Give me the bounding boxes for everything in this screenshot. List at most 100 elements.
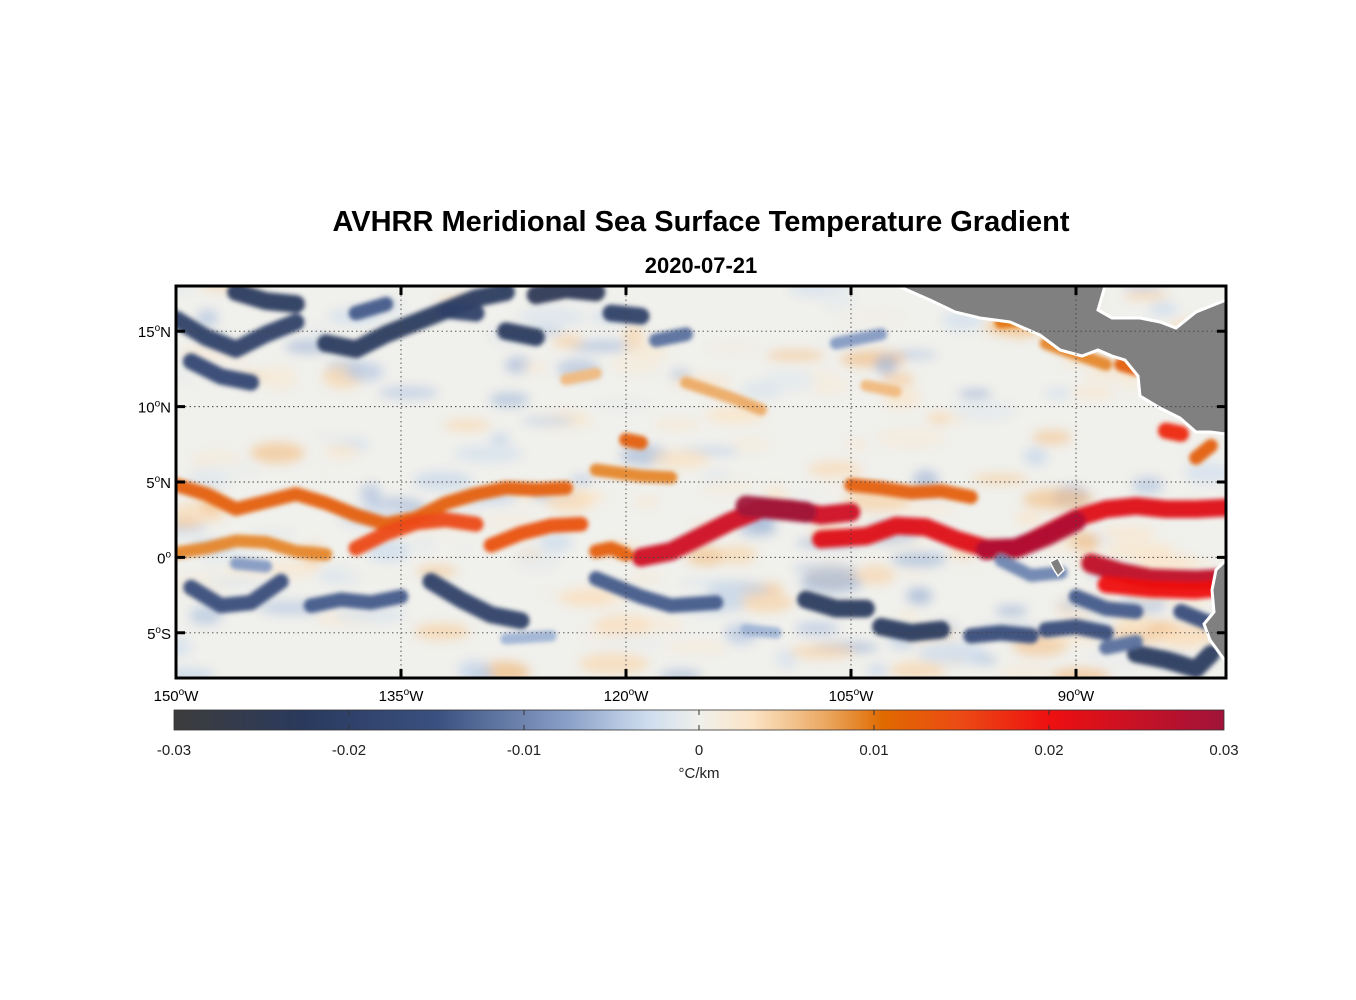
negative-gradient-band bbox=[740, 624, 782, 639]
positive-gradient-band bbox=[860, 379, 902, 398]
texture-patch bbox=[958, 389, 992, 399]
colorbar-tick-label: -0.03 bbox=[157, 742, 191, 759]
texture-patch bbox=[521, 416, 575, 427]
positive-gradient-band bbox=[176, 534, 333, 561]
negative-gradient-band bbox=[229, 557, 273, 573]
texture-patch bbox=[313, 431, 348, 443]
texture-patch bbox=[518, 307, 585, 327]
texture-patch bbox=[701, 479, 755, 496]
lon-tick-label: 120oW bbox=[604, 687, 650, 705]
texture-patch bbox=[552, 334, 584, 349]
texture-patch bbox=[454, 445, 523, 463]
texture-patch bbox=[176, 668, 215, 678]
lon-tick-label: 105oW bbox=[829, 687, 875, 705]
texture-patch bbox=[378, 386, 439, 400]
texture-patch bbox=[917, 641, 988, 665]
positive-gradient-band bbox=[975, 511, 1087, 560]
colorbar-ticks: -0.03 -0.02 -0.01 0 0.01 0.02 0.03 bbox=[157, 710, 1239, 759]
land-mass bbox=[897, 286, 1226, 665]
texture-patch bbox=[807, 461, 866, 478]
texture-patch bbox=[416, 565, 457, 578]
positive-gradient-band bbox=[619, 432, 648, 450]
texture-patch bbox=[1072, 384, 1115, 400]
negative-gradient-band bbox=[500, 630, 557, 645]
negative-gradient-band bbox=[797, 590, 875, 618]
texture-patch bbox=[906, 587, 933, 605]
lon-tick-label: 90oW bbox=[1058, 687, 1095, 705]
texture-patch bbox=[521, 360, 547, 374]
negative-gradient-band bbox=[437, 301, 485, 322]
positive-gradient-band bbox=[680, 376, 767, 416]
texture-patch bbox=[579, 652, 649, 675]
texture-patch bbox=[949, 400, 1017, 422]
negative-gradient-band bbox=[497, 322, 545, 347]
texture-patch bbox=[262, 366, 297, 390]
negative-gradient-band bbox=[963, 625, 1039, 644]
positive-gradient-band bbox=[483, 516, 589, 553]
texture-patch bbox=[792, 563, 859, 575]
texture-patch bbox=[891, 551, 948, 568]
texture-patch bbox=[972, 474, 1028, 484]
texture-patch bbox=[665, 642, 730, 653]
colorbar: -0.03 -0.02 -0.01 0 0.01 0.02 0.03 °C/km bbox=[157, 709, 1239, 782]
negative-gradient-band bbox=[994, 553, 1068, 582]
texture-patch bbox=[928, 415, 950, 424]
lat-tick-label: 15oN bbox=[138, 323, 171, 341]
figure-subtitle: 2020-07-21 bbox=[644, 253, 758, 278]
negative-gradient-band bbox=[1038, 619, 1114, 641]
lat-tick-label: 10oN bbox=[138, 399, 171, 417]
texture-patch bbox=[628, 573, 662, 583]
texture-patch bbox=[1050, 667, 1111, 678]
texture-patch bbox=[207, 447, 228, 462]
texture-patch bbox=[874, 355, 898, 375]
texture-patch bbox=[995, 605, 1028, 617]
texture-patch bbox=[360, 483, 382, 504]
positive-gradient-band bbox=[348, 512, 484, 556]
lat-tick-label: 5oS bbox=[147, 625, 171, 643]
texture-patch bbox=[741, 381, 781, 399]
texture-patch bbox=[1045, 387, 1072, 400]
texture-patch bbox=[339, 568, 412, 580]
texture-patch bbox=[881, 372, 915, 387]
texture-patch bbox=[539, 532, 572, 553]
texture-patch bbox=[345, 362, 384, 382]
texture-patch bbox=[707, 343, 761, 352]
colorbar-tick-label: 0 bbox=[695, 742, 703, 759]
texture-patch bbox=[766, 349, 825, 362]
negative-gradient-band bbox=[588, 571, 724, 613]
texture-patch bbox=[300, 465, 322, 482]
texture-patch bbox=[889, 662, 946, 678]
longitude-tick-labels: 150oW 135oW 120oW 105oW 90oW bbox=[154, 687, 1095, 705]
positive-gradient-band bbox=[735, 495, 817, 523]
negative-gradient-band bbox=[227, 286, 305, 313]
texture-patch bbox=[414, 623, 470, 640]
texture-patch bbox=[897, 610, 919, 621]
texture-patch bbox=[489, 392, 529, 408]
texture-patch bbox=[836, 313, 906, 322]
texture-patch bbox=[1160, 631, 1207, 649]
negative-gradient-band bbox=[182, 353, 260, 391]
texture-patch bbox=[891, 503, 959, 515]
texture-patch bbox=[938, 561, 992, 581]
texture-patch bbox=[999, 663, 1050, 678]
texture-patch bbox=[623, 325, 644, 349]
texture-patch bbox=[867, 664, 888, 677]
texture-patch bbox=[570, 475, 594, 485]
positive-gradient-band bbox=[1097, 576, 1226, 600]
texture-patch bbox=[855, 564, 896, 585]
texture-patch bbox=[789, 644, 856, 660]
texture-patch bbox=[1123, 291, 1170, 300]
texture-patch bbox=[685, 546, 727, 566]
texture-patch bbox=[800, 570, 864, 594]
texture-patch bbox=[411, 534, 436, 555]
colorbar-tick-label: 0.03 bbox=[1209, 742, 1238, 759]
galapagos-islands bbox=[1048, 556, 1065, 578]
texture-patch bbox=[558, 589, 615, 607]
lat-tick-label: 0o bbox=[157, 549, 171, 567]
texture-patch bbox=[189, 606, 222, 625]
texture-patch bbox=[489, 433, 511, 445]
texture-patch bbox=[1015, 511, 1042, 525]
colorbar-tick-label: -0.02 bbox=[332, 742, 366, 759]
texture-patch bbox=[729, 436, 771, 453]
texture-patch bbox=[190, 461, 262, 477]
